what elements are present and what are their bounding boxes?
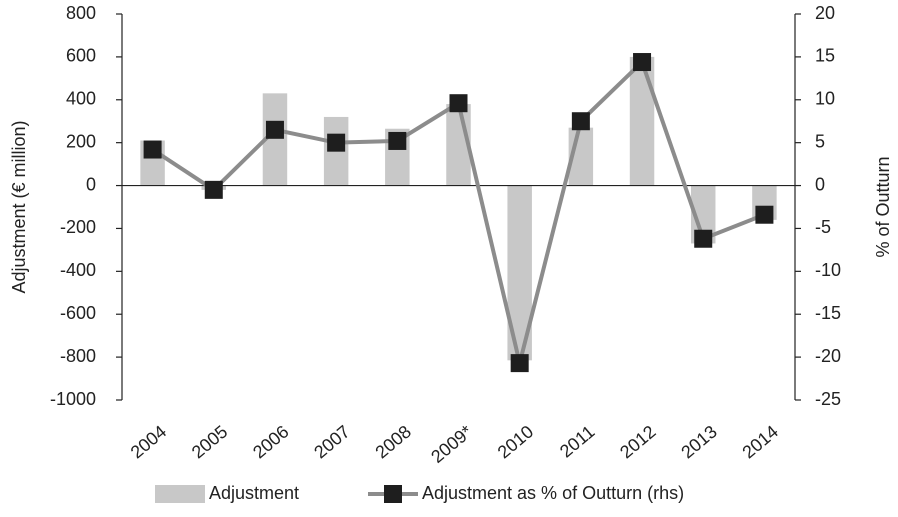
y2-tick-label: 10 (815, 89, 835, 109)
marker (510, 354, 529, 373)
y2-tick-label: 5 (815, 131, 825, 151)
y-tick-label: -800 (60, 346, 96, 366)
x-tick-label: 2006 (249, 421, 293, 462)
y2-tick-label: 20 (815, 3, 835, 23)
y-tick-label: 800 (66, 3, 96, 23)
y-tick-label: 200 (66, 131, 96, 151)
y-tick-label: -400 (60, 260, 96, 280)
marker (449, 94, 468, 113)
marker (571, 112, 590, 131)
y2-axis-label: % of Outturn (873, 156, 893, 257)
y2-tick-label: 15 (815, 46, 835, 66)
legend-label: Adjustment as % of Outturn (rhs) (422, 483, 684, 503)
x-tick-label: 2004 (127, 421, 171, 462)
y2-tick-label: -20 (815, 346, 841, 366)
y-tick-label: -1000 (50, 389, 96, 409)
x-tick-label: 2014 (739, 421, 783, 462)
x-tick-label: 2013 (677, 421, 721, 462)
bar (629, 56, 655, 186)
marker (755, 205, 774, 224)
y-tick-label: 600 (66, 46, 96, 66)
y2-tick-label: 0 (815, 174, 825, 194)
y2-tick-label: -25 (815, 389, 841, 409)
marker (265, 120, 284, 139)
y-tick-label: 400 (66, 89, 96, 109)
x-tick-label: 2010 (494, 421, 538, 462)
marker (694, 229, 713, 248)
x-tick-label: 2011 (556, 421, 599, 461)
marker (327, 133, 346, 152)
y2-tick-label: -5 (815, 217, 831, 237)
marker (204, 180, 223, 199)
y2-tick-label: -15 (815, 303, 841, 323)
marker (633, 53, 652, 72)
x-tick-label: 2008 (371, 421, 415, 462)
y-tick-label: 0 (86, 174, 96, 194)
y-tick-label: -200 (60, 217, 96, 237)
x-tick-label: 2005 (188, 421, 232, 462)
legend-label: Adjustment (209, 483, 299, 503)
x-tick-label: 2012 (616, 421, 660, 462)
marker (388, 131, 407, 150)
x-tick-label: 2009* (427, 421, 476, 467)
legend-swatch (155, 485, 205, 503)
marker (143, 140, 162, 159)
y-axis-label: Adjustment (€ million) (9, 120, 29, 293)
y2-tick-label: -10 (815, 260, 841, 280)
legend-swatch (384, 485, 402, 503)
y-tick-label: -600 (60, 303, 96, 323)
x-tick-label: 2007 (310, 421, 354, 462)
